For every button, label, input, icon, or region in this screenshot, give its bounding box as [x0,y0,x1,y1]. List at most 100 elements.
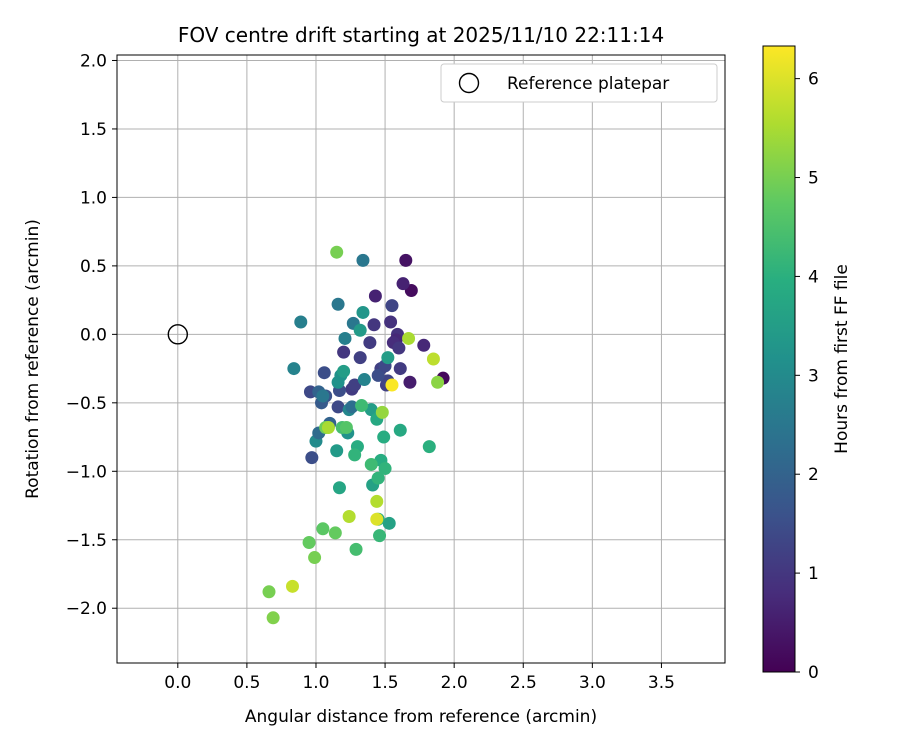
scatter-point [353,351,367,365]
scatter-point [403,375,417,389]
scatter-point [363,336,377,350]
x-tick-label: 3.0 [579,673,606,693]
legend-entry-reference-platepar: Reference platepar [507,74,669,94]
colorbar-ticks: 0 1 2 3 4 5 6 [795,70,819,683]
colorbar-tick-label: 6 [808,70,819,90]
scatter-point [266,611,280,625]
x-tick-label: 2.5 [510,673,537,693]
scatter-point [393,423,407,437]
scatter-point [364,457,378,471]
y-tick-label: 0.0 [80,325,107,345]
scatter-point [375,405,389,419]
scatter-point [426,352,440,366]
y-tick-label: −1.5 [66,531,107,551]
legend-marker-icon [458,72,480,94]
scatter-point [285,579,299,593]
scatter-point [353,323,367,337]
scatter-point [332,481,346,495]
y-axis-label: Rotation from reference (arcmin) [23,219,43,499]
scatter-point [321,420,335,434]
scatter-point [316,522,330,536]
reference-platepar-marker [167,324,189,345]
colorbar-tick-label: 5 [808,169,819,189]
y-tick-label: −2.0 [66,599,107,619]
colorbar-tick-label: 2 [808,465,819,485]
y-tick-label: 0.5 [80,257,107,277]
scatter-point [384,315,398,329]
scatter-point [371,471,385,485]
x-tick-label: 0.0 [164,673,191,693]
scatter-point [330,444,344,458]
colorbar-tick-label: 3 [808,366,819,386]
scatter-point [287,362,301,376]
scatter-point [385,378,399,392]
y-tick-label: 2.0 [80,51,107,71]
y-axis: −2.0 −1.5 −1.0 −0.5 0.0 0.5 1.0 1.5 2.0 [66,51,117,619]
colorbar-label: Hours from first FF file [832,264,852,454]
y-tick-label: −0.5 [66,394,107,414]
plot-frame [116,54,726,664]
y-tick-label: −1.0 [66,462,107,482]
scatter-point [431,375,445,389]
scatter-point [393,362,407,376]
scatter-point [370,512,384,526]
scatter-points [262,245,450,625]
legend: Reference platepar [440,63,718,103]
scatter-point [348,378,362,392]
scatter-point [308,551,322,565]
x-axis: 0.0 0.5 1.0 1.5 2.0 2.5 3.0 3.5 [164,663,675,693]
scatter-point [262,585,276,599]
scatter-point [337,364,351,378]
colorbar-tick-label: 4 [808,267,819,287]
scatter-point [305,451,319,465]
scatter-point [330,245,344,259]
scatter-point [368,289,382,303]
scatter-point [302,535,316,549]
scatter-point [357,373,371,387]
scatter-point [422,440,436,454]
chart-title: FOV centre drift starting at 2025/11/10 … [178,23,664,47]
y-tick-label: 1.5 [80,120,107,140]
scatter-point [356,305,370,319]
scatter-point [331,400,345,414]
grid-lines [117,55,725,663]
x-tick-label: 0.5 [233,673,260,693]
colorbar-frame [762,45,796,673]
scatter-point [316,389,330,403]
scatter-point [370,494,384,508]
colorbar-gradient [763,46,795,672]
scatter-point [342,509,356,523]
x-tick-label: 3.5 [648,673,675,693]
scatter-point [385,299,399,313]
scatter-point [331,375,345,389]
scatter-point [378,462,392,476]
scatter-point [328,526,342,540]
scatter-point [382,516,396,530]
scatter-point [381,351,395,365]
scatter-point [339,420,353,434]
scatter-point [402,331,416,345]
colorbar-tick-label: 0 [808,663,819,683]
legend-box [440,63,718,103]
scatter-point [317,366,331,380]
scatter-point [348,448,362,462]
scatter-point [373,529,387,543]
scatter-point [392,341,406,355]
colorbar: 0 1 2 3 4 5 6 Hours from first FF file [762,45,852,683]
x-axis-label: Angular distance from reference (arcmin) [245,707,597,727]
scatter-point [371,368,385,382]
y-tick-label: 1.0 [80,188,107,208]
scatter-point [337,345,351,359]
scatter-point [331,297,345,311]
scatter-point [396,277,410,291]
scatter-point [294,315,308,329]
colorbar-tick-label: 1 [808,564,819,584]
x-tick-label: 1.0 [302,673,329,693]
scatter-point [367,318,381,332]
scatter-point [417,338,431,352]
x-tick-label: 1.5 [372,673,399,693]
scatter-point [356,253,370,267]
scatter-point [377,430,391,444]
scatter-point [338,331,352,345]
